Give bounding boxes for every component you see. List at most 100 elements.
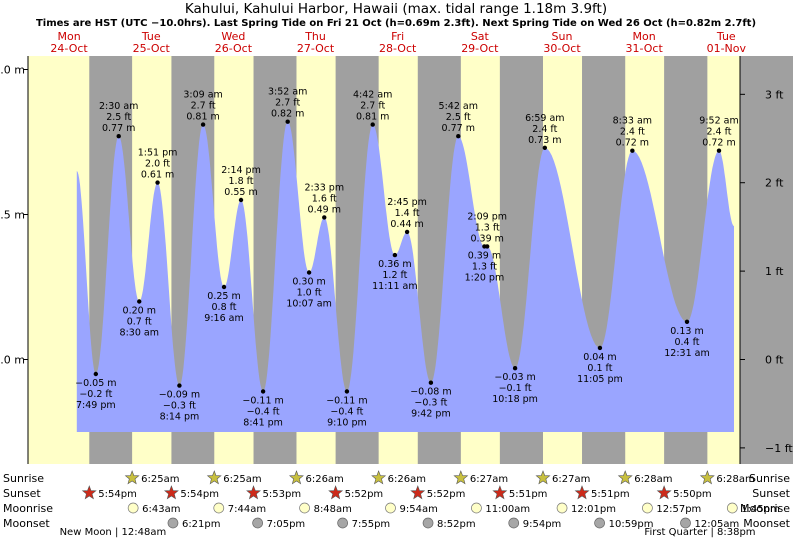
extremum-time: 11:05 pm <box>577 374 623 385</box>
extremum-time: 7:49 pm <box>76 400 116 411</box>
tide-area <box>76 121 735 432</box>
sunset-time: 5:51pm <box>591 489 630 500</box>
sunset-icon <box>410 485 426 500</box>
sunset-time: 5:52pm <box>345 489 384 500</box>
extremum-time: 1:20 pm <box>465 272 505 283</box>
extremum-time: 2:30 am <box>99 101 138 112</box>
moonset-icon <box>680 517 691 529</box>
moonset-time: 12:05am <box>695 519 740 530</box>
extremum-point <box>306 270 312 275</box>
day-date: 25-Oct <box>133 42 171 55</box>
sunset-time: 5:53pm <box>263 489 302 500</box>
extremum-point <box>512 366 518 371</box>
extremum-point <box>155 180 160 185</box>
sunrise-time: 6:25am <box>223 474 261 485</box>
extremum-feet: −0.2 ft <box>79 389 112 400</box>
moonrise-icon <box>385 502 396 514</box>
extremum-feet: 0.4 ft <box>674 337 699 348</box>
extremum-time: 8:14 pm <box>160 412 200 423</box>
extremum-feet: 2.0 ft <box>145 159 170 170</box>
extremum-meters: 0.49 m <box>308 204 341 215</box>
sunrise-icon <box>453 470 469 485</box>
moonrise-icon <box>556 502 568 514</box>
extremum-point <box>597 345 603 351</box>
extremum-meters: 0.30 m <box>292 277 325 288</box>
extremum-time: 11:11 am <box>372 281 417 292</box>
day-name: Mon <box>633 30 656 43</box>
sunset-time: 5:54pm <box>180 489 219 500</box>
sunrise-icon <box>371 470 387 485</box>
right-tick-label: 2 ft <box>765 177 784 190</box>
sunrise-time: 6:28am <box>634 474 672 485</box>
extremum-feet: −0.3 ft <box>163 401 196 412</box>
extremum-time: 6:59 am <box>525 113 564 124</box>
extremum-meters: 0.25 m <box>207 291 240 302</box>
row-label-right: Moonset <box>743 517 790 530</box>
extremum-point <box>221 284 227 290</box>
extremum-meters: 0.39 m <box>468 250 501 261</box>
sunrise-time: 6:28am <box>716 474 754 485</box>
extremum-feet: 2.7 ft <box>275 98 300 109</box>
day-date: 28-Oct <box>379 42 417 55</box>
moonset-icon <box>508 517 520 529</box>
extremum-point <box>485 244 490 249</box>
night-band <box>740 56 793 464</box>
extremum-feet: 1.4 ft <box>395 208 420 219</box>
extremum-time: 9:10 pm <box>327 417 367 428</box>
extremum-meters: −0.11 m <box>326 395 367 406</box>
extremum-meters: −0.05 m <box>75 378 116 389</box>
extremum-meters: −0.03 m <box>494 372 535 383</box>
extremum-meters: 0.77 m <box>102 123 135 134</box>
extremum-feet: 1.3 ft <box>472 261 497 272</box>
extremum-point <box>684 319 690 324</box>
extremum-point <box>260 389 266 394</box>
extremum-time: 10:18 pm <box>492 394 538 405</box>
extremum-meters: −0.08 m <box>410 387 451 398</box>
chart-subtitle: Times are HST (UTC −10.0hrs). Last Sprin… <box>36 18 756 29</box>
sunset-icon <box>656 485 672 500</box>
sunrise-time: 6:25am <box>141 474 179 485</box>
day-name: Sat <box>471 30 490 43</box>
extremum-meters: 0.55 m <box>224 187 257 198</box>
extremum-feet: 2.4 ft <box>620 127 645 138</box>
sunset-icon <box>574 485 590 500</box>
extremum-feet: 1.6 ft <box>312 193 337 204</box>
day-name: Tue <box>716 30 736 43</box>
extremum-feet: 1.3 ft <box>475 222 500 233</box>
row-label-right: Sunrise <box>749 472 790 485</box>
extremum-point <box>456 134 461 139</box>
row-label-right: Moonrise <box>740 502 790 515</box>
extremum-feet: 0.1 ft <box>587 363 612 374</box>
extremum-time: 2:45 pm <box>387 197 427 208</box>
row-label-left: Moonset <box>3 517 50 530</box>
extremum-time: 8:33 am <box>613 116 652 127</box>
extremum-feet: 2.4 ft <box>706 127 731 138</box>
extremum-point <box>238 197 244 203</box>
extremum-point <box>322 215 327 220</box>
extremum-time: 3:52 am <box>268 87 307 98</box>
extremum-meters: 0.13 m <box>670 326 703 337</box>
extremum-point <box>344 389 350 394</box>
chart-header: Kahului, Kahului Harbor, Hawaii (max. ti… <box>36 1 756 55</box>
extremum-time: 3:09 am <box>183 90 222 101</box>
moonrise-icon <box>642 502 653 514</box>
tide-extrema: −0.05 m−0.2 ft7:49 pm2:30 am2.5 ft0.77 m… <box>75 87 739 429</box>
moonrise-time: 8:48am <box>314 504 352 515</box>
extremum-meters: −0.11 m <box>242 395 283 406</box>
extremum-feet: −0.3 ft <box>414 398 447 409</box>
chart-title: Kahului, Kahului Harbor, Hawaii (max. ti… <box>185 1 607 17</box>
sunset-icon <box>81 485 97 500</box>
sunrise-icon <box>206 470 222 485</box>
day-date: 24-Oct <box>50 42 88 55</box>
sunset-time: 5:50pm <box>673 489 712 500</box>
moonset-icon <box>167 517 179 529</box>
moonrise-icon <box>299 502 310 514</box>
day-name: Fri <box>391 30 404 43</box>
moonset-icon <box>422 517 434 529</box>
extremum-time: 2:33 pm <box>304 182 344 193</box>
row-label-right: Sunset <box>752 487 790 500</box>
row-label-left: Moonrise <box>3 502 53 515</box>
moonrise-time: 12:01pm <box>571 504 616 515</box>
extremum-meters: 0.77 m <box>442 123 475 134</box>
day-date: 01-Nov <box>707 42 747 55</box>
